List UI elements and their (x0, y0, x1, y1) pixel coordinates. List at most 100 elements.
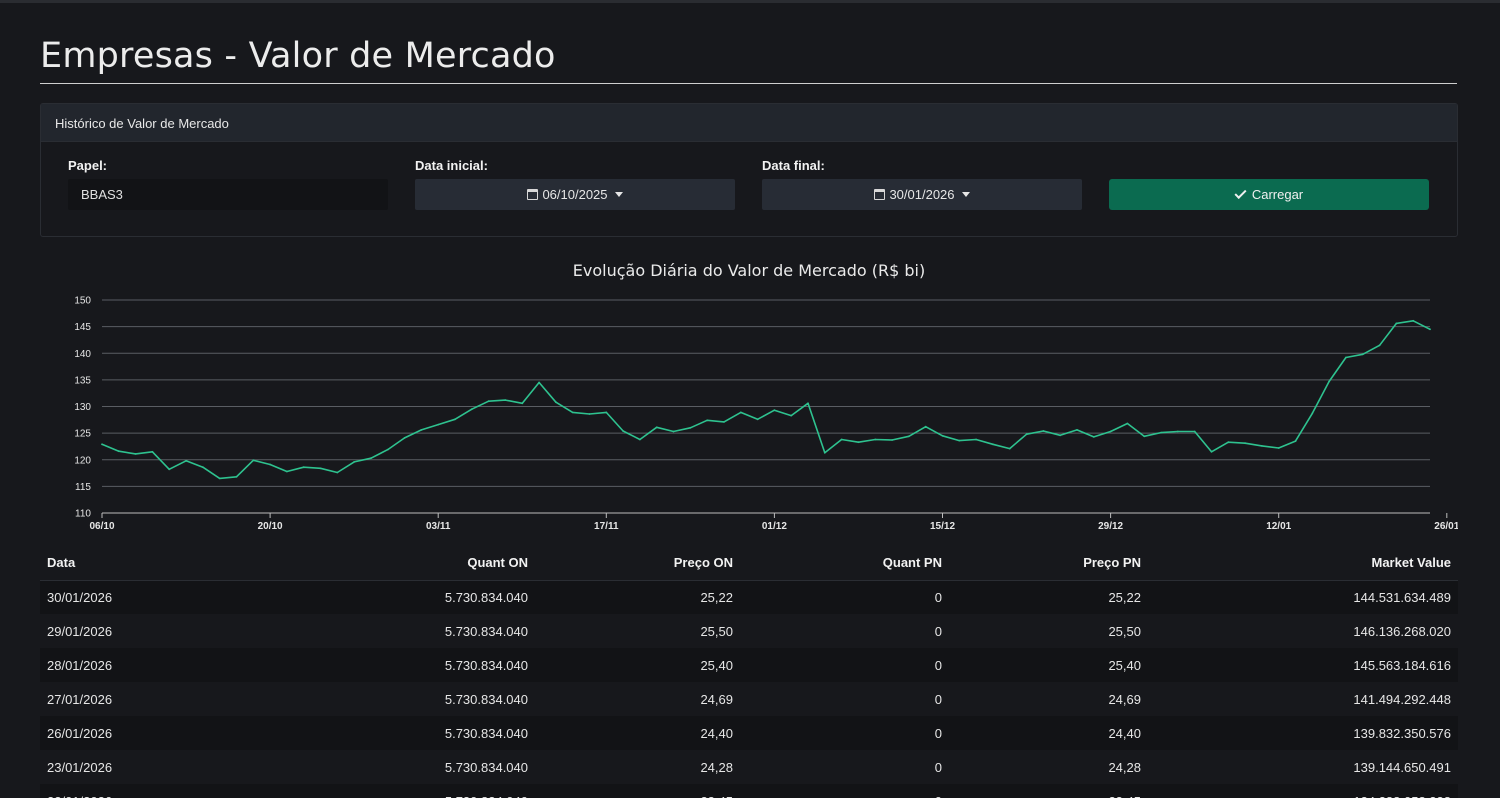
data-point (134, 453, 137, 455)
cell-quant-on: 5.730.834.040 (190, 648, 535, 682)
table-row: 27/01/2026 5.730.834.040 24,69 0 24,69 141.49… (40, 682, 1458, 716)
cell-data: 27/01/2026 (40, 682, 190, 716)
x-tick-label: 06/10 (89, 521, 114, 532)
cell-market-value: 139.144.650.491 (1148, 750, 1458, 784)
data-point (588, 413, 591, 415)
table-row: 29/01/2026 5.730.834.040 25,50 0 25,50 146.13… (40, 614, 1458, 648)
data-point (1429, 328, 1431, 331)
cell-preco-on: 24,28 (535, 750, 740, 784)
y-tick-label: 150 (74, 296, 91, 307)
cell-market-value: 144.531.634.489 (1148, 580, 1458, 614)
cell-market-value: 141.494.292.448 (1148, 682, 1458, 716)
data-point (101, 443, 103, 446)
data-point (689, 426, 692, 429)
calendar-icon (874, 189, 886, 200)
cell-market-value: 145.563.184.616 (1148, 648, 1458, 682)
col-header-market-value: Market Value (1148, 546, 1458, 581)
cell-preco-pn: 25,40 (949, 648, 1148, 682)
cell-data: 26/01/2026 (40, 716, 190, 750)
cell-market-value: 146.136.268.020 (1148, 614, 1458, 648)
data-final-value: 30/01/2026 (889, 187, 955, 202)
cell-preco-on: 24,40 (535, 716, 740, 750)
data-point (571, 411, 574, 414)
series-line (101, 320, 1431, 480)
market-value-chart: Evolução Diária do Valor de Mercado (R$ … (40, 255, 1458, 540)
cell-market-value: 139.832.350.576 (1148, 716, 1458, 750)
cell-preco-on: 23,45 (535, 784, 740, 798)
papel-input[interactable] (68, 179, 388, 210)
data-point (1160, 431, 1162, 434)
data-point (521, 402, 524, 405)
carregar-label: Carregar (1251, 187, 1304, 202)
y-tick-label: 130 (74, 402, 91, 413)
data-point (891, 439, 893, 441)
data-point (1311, 412, 1314, 415)
cell-quant-pn: 0 (740, 716, 949, 750)
data-point (1227, 441, 1230, 444)
data-point (1042, 430, 1045, 432)
data-point (437, 423, 440, 426)
data-point (202, 466, 204, 469)
data-point (639, 438, 641, 441)
data-final-picker[interactable]: 30/01/2026 (762, 179, 1082, 210)
data-point (1277, 447, 1280, 449)
y-tick-label: 115 (75, 482, 91, 493)
data-point (1345, 356, 1347, 359)
data-point (706, 419, 709, 422)
cell-data: 29/01/2026 (40, 614, 190, 648)
data-point (1092, 436, 1095, 438)
data-point (504, 399, 507, 401)
y-tick-label: 110 (75, 509, 91, 520)
table-row: 22/01/20265.730.834.04023,45023,45134.38… (40, 784, 1458, 798)
data-final-label: Data final: (762, 158, 825, 173)
cell-quant-on: 5.730.834.040 (190, 682, 535, 716)
caret-down-icon (961, 192, 970, 197)
y-tick-label: 140 (74, 349, 91, 360)
cell-preco-pn: 24,40 (949, 716, 1148, 750)
title-divider (40, 83, 1457, 84)
table-row: 28/01/2026 5.730.834.040 25,40 0 25,40 145.56… (40, 648, 1458, 682)
data-point (756, 418, 759, 421)
data-point (823, 451, 826, 454)
chart-title: Evolução Diária do Valor de Mercado (R$ … (573, 261, 925, 280)
data-inicial-picker[interactable]: 06/10/2025 (415, 179, 735, 210)
cell-quant-on: 5.730.834.040 (190, 580, 535, 614)
data-point (168, 468, 171, 471)
calendar-icon (527, 189, 539, 200)
carregar-button[interactable]: Carregar (1109, 179, 1429, 210)
x-tick-label: 15/12 (930, 521, 955, 532)
col-header-preco-pn: Preço PN (949, 546, 1148, 581)
data-point (252, 459, 255, 462)
data-point (958, 439, 961, 442)
data-point (672, 430, 675, 433)
x-tick-label: 01/12 (762, 521, 787, 532)
data-point (353, 461, 356, 463)
data-point (739, 411, 742, 414)
data-point (655, 426, 658, 429)
data-point (117, 450, 120, 453)
x-tick-label: 20/10 (258, 521, 283, 532)
data-point (403, 437, 406, 439)
page-title: Empresas - Valor de Mercado (40, 36, 556, 76)
data-point (151, 450, 154, 453)
data-point (1025, 433, 1028, 436)
data-point (1176, 430, 1179, 433)
data-point (302, 466, 305, 469)
cell-data: 28/01/2026 (40, 648, 190, 682)
top-strip (0, 0, 1500, 3)
cell-preco-pn: 24,28 (949, 750, 1148, 784)
data-point (1361, 353, 1364, 356)
table-row: 26/01/2026 5.730.834.040 24,40 0 24,40 139.83… (40, 716, 1458, 750)
cell-data: 23/01/2026 (40, 750, 190, 784)
data-point (286, 470, 288, 473)
cell-preco-pn: 24,69 (949, 682, 1148, 716)
cell-quant-pn: 0 (740, 580, 949, 614)
cell-quant-pn: 0 (740, 784, 949, 798)
col-header-data: Data (40, 546, 190, 581)
filter-card: Histórico de Valor de Mercado Papel: Dat… (40, 103, 1458, 237)
cell-preco-on: 25,50 (535, 614, 740, 648)
caret-down-icon (614, 192, 623, 197)
data-inicial-value: 06/10/2025 (542, 187, 608, 202)
data-point (723, 421, 725, 423)
data-point (1328, 380, 1330, 383)
